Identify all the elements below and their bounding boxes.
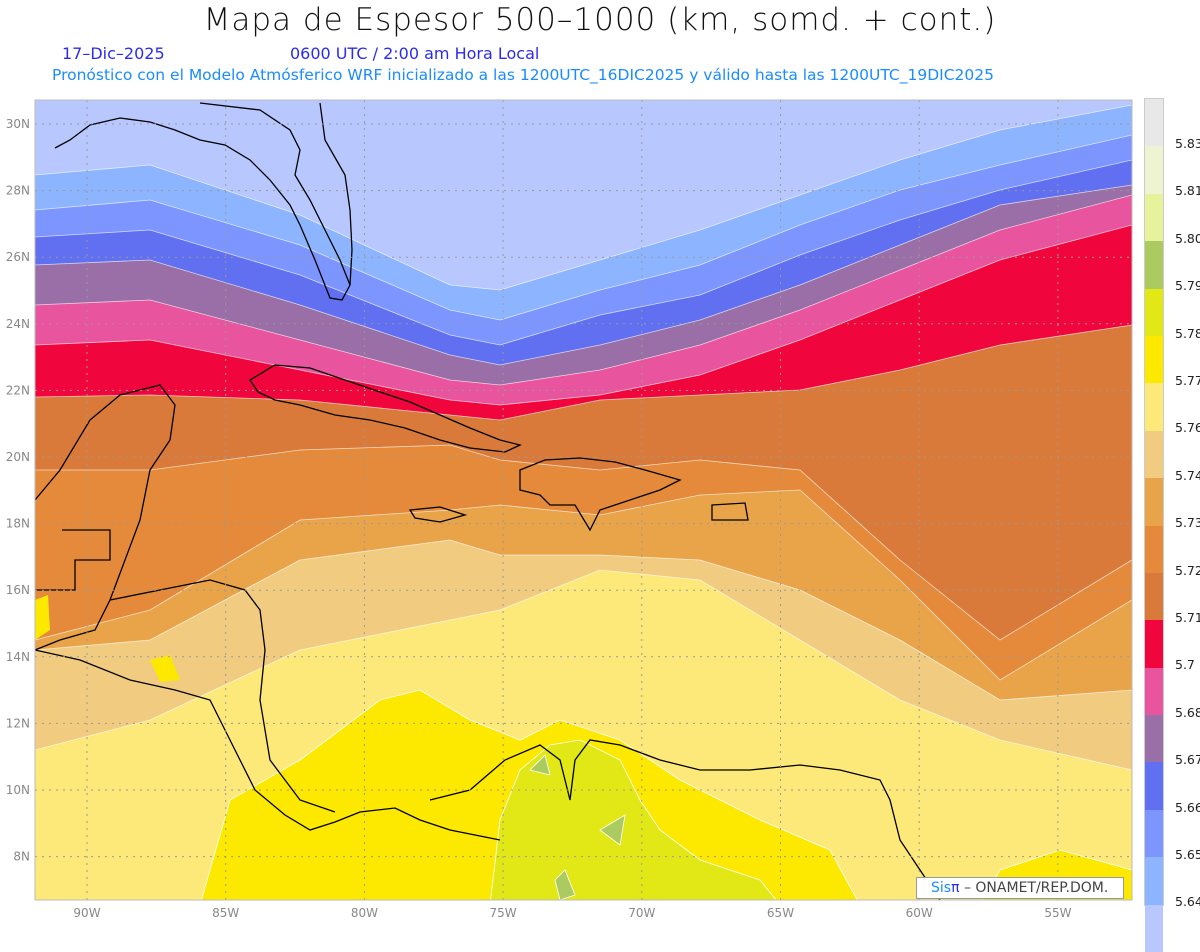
colorbar-label: 5.64 <box>1175 894 1200 910</box>
x-tick-label: 70W <box>628 906 655 920</box>
coastline-cuba <box>249 364 522 453</box>
thickness-map: 90W 85W 80W 75W 70W 65W 60W 55W 30N 28N 26N 24N 22N 2… <box>6 99 1133 920</box>
forecast-info: Pronóstico con el Modelo Atmósferico WRF… <box>52 66 994 84</box>
y-tick-label: 20N <box>6 450 30 464</box>
x-tick-label: 80W <box>351 906 378 920</box>
colorbar-swatch <box>1145 667 1163 716</box>
coastline-puerto-rico <box>711 502 749 521</box>
colorbar-label: 5.676 <box>1175 752 1200 768</box>
colorbar-swatch <box>1145 904 1163 952</box>
colorbar-swatch <box>1145 857 1163 905</box>
x-tick-label: 60W <box>906 906 933 920</box>
colorbar-swatch <box>1145 620 1163 668</box>
colorbar-label: 5.688 <box>1175 704 1200 720</box>
forecast-date: 17–Dic–2025 <box>62 44 165 63</box>
colorbar-label: 5.736 <box>1175 515 1200 531</box>
coastline-jamaica <box>408 506 468 523</box>
graticule <box>35 100 1132 900</box>
colorbar-swatch <box>1145 335 1163 384</box>
band-12-west <box>35 595 180 682</box>
credit-pi: π <box>951 880 960 896</box>
colorbar <box>1144 98 1164 952</box>
y-tick-label: 30N <box>6 117 30 131</box>
credit-sis: Sis <box>931 880 952 896</box>
colorbar-label: 5.772 <box>1175 373 1200 388</box>
coastline-belize-border <box>35 529 111 591</box>
colorbar-swatch <box>1145 478 1163 526</box>
coastline-south-america <box>429 739 941 900</box>
colorbar-swatch <box>1145 193 1163 242</box>
x-tick-label: 90W <box>73 906 100 920</box>
y-tick-label: 26N <box>6 250 30 264</box>
colorbar-swatch <box>1145 241 1163 289</box>
colorbar-swatch <box>1145 146 1163 194</box>
forecast-time: 0600 UTC / 2:00 am Hora Local <box>290 44 540 63</box>
coastline-hispaniola <box>519 457 682 532</box>
credit-org: – ONAMET/REP.DOM. <box>959 880 1109 896</box>
y-tick-label: 10N <box>6 783 30 797</box>
colorbar-label: 5.748 <box>1175 467 1200 483</box>
band-13 <box>490 739 777 900</box>
colorbar-label: 5.807 <box>1175 230 1200 246</box>
colorbar-label: 5.712 <box>1175 610 1200 625</box>
x-tick-label: 85W <box>212 906 239 920</box>
credit-box: Sisπ – ONAMET/REP.DOM. <box>916 877 1124 899</box>
colorbar-label: 5.783 <box>1175 325 1200 341</box>
y-tick-label: 22N <box>6 383 30 397</box>
map-title: Mapa de Espesor 500–1000 (km, somd. + co… <box>203 2 997 38</box>
colorbar-swatch <box>1145 715 1163 763</box>
colorbar-swatch <box>1145 809 1163 858</box>
coastline-central-america-caribbean <box>109 579 336 813</box>
y-tick-label: 24N <box>6 317 30 331</box>
y-tick-label: 16N <box>6 583 30 597</box>
y-tick-label: 18N <box>6 517 30 531</box>
map-frame <box>34 99 1133 901</box>
colorbar-swatch <box>1145 762 1163 810</box>
colorbar-swatch <box>1145 288 1163 336</box>
colorbar-swatch <box>1145 525 1163 573</box>
coastline-florida-east <box>319 102 353 286</box>
colorbar-label: 5.652 <box>1175 847 1200 862</box>
band-14 <box>529 754 626 900</box>
y-tick-label: 14N <box>6 650 30 664</box>
axes: 90W 85W 80W 75W 70W 65W 60W 55W 30N 28N 26N 24N 22N 2… <box>6 117 1072 920</box>
colorbar-swatch <box>1145 572 1163 621</box>
colorbar-label: 5.7 <box>1175 657 1195 673</box>
colorbar-swatch <box>1145 430 1163 479</box>
colorbar-label: 5.76 <box>1175 420 1200 436</box>
coastlines <box>35 102 941 900</box>
coastline-florida <box>54 102 351 301</box>
coastline-central-america <box>35 649 501 841</box>
colorbar-label: 5.819 <box>1175 183 1200 199</box>
y-tick-label: 12N <box>6 716 30 730</box>
contour-bands <box>35 100 1132 900</box>
colorbar-swatch <box>1145 383 1163 431</box>
colorbar-swatch <box>1145 99 1163 147</box>
coastline-yucatan <box>35 384 176 651</box>
y-tick-label: 28N <box>6 184 30 198</box>
x-tick-label: 55W <box>1044 906 1071 920</box>
colorbar-label: 5.795 <box>1175 278 1200 294</box>
colorbar-label: 5.831 <box>1175 136 1200 151</box>
y-tick-label: 8N <box>13 850 30 864</box>
x-tick-label: 65W <box>767 906 794 920</box>
x-tick-label: 75W <box>490 906 517 920</box>
colorbar-label: 5.724 <box>1175 562 1200 578</box>
colorbar-label: 5.664 <box>1175 799 1200 815</box>
